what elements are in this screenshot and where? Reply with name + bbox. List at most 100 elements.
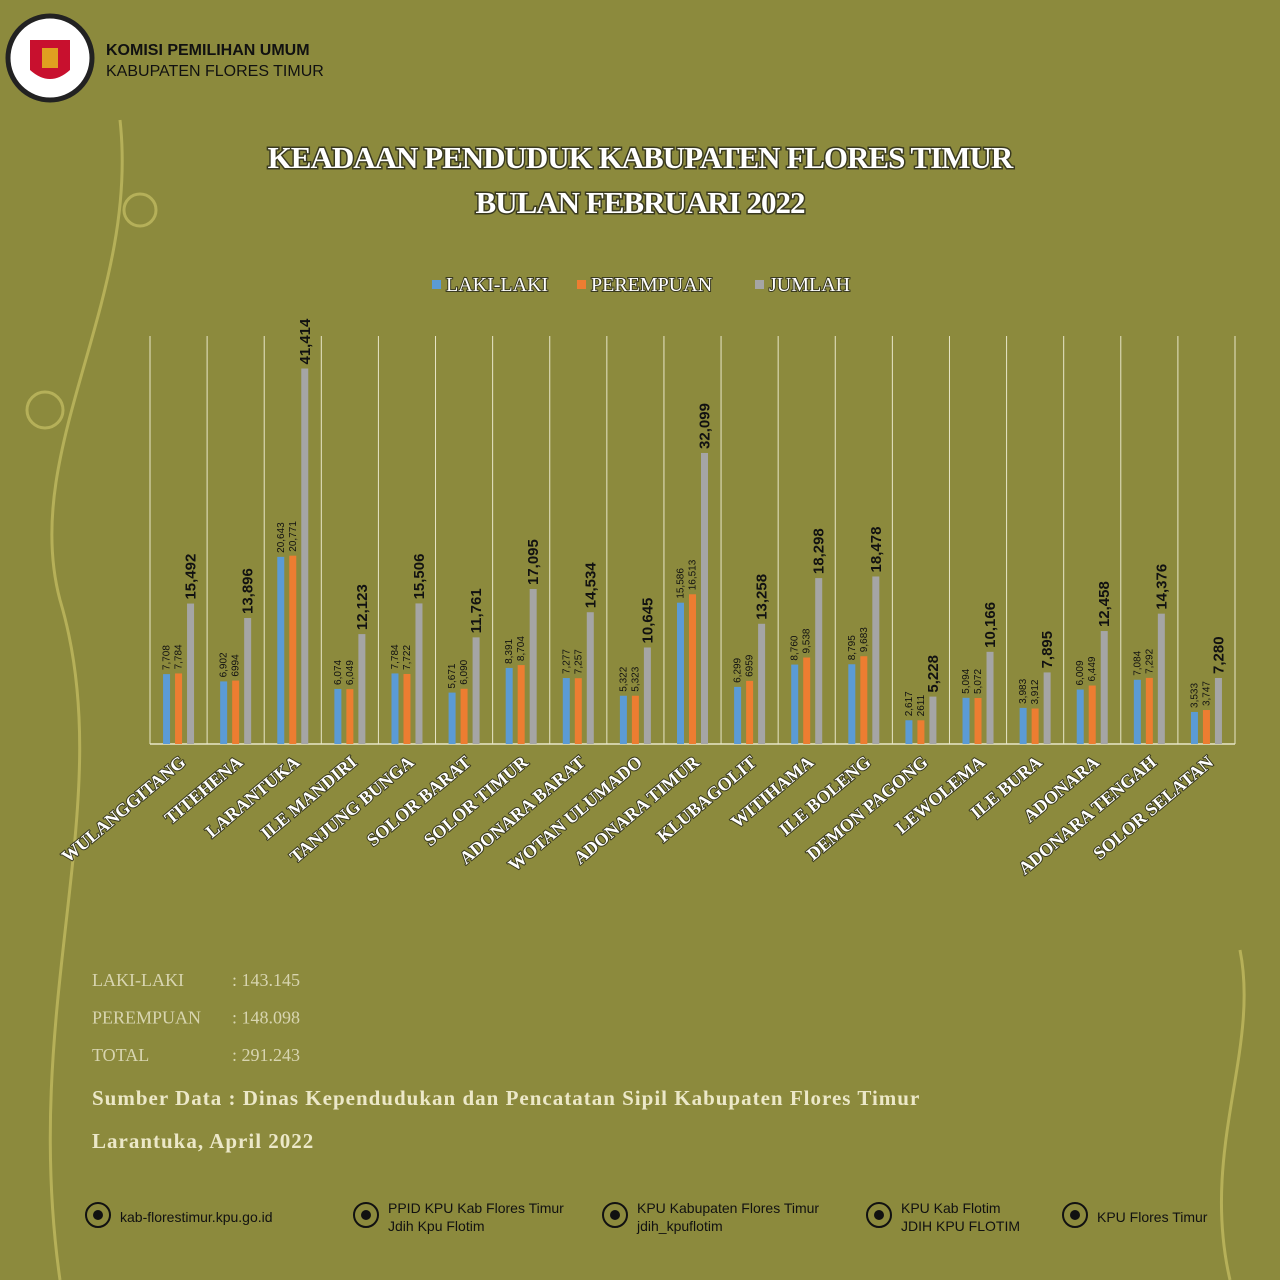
value-label: 6,074 — [333, 659, 344, 684]
bar — [301, 368, 309, 744]
chart-title: KEADAAN PENDUDUK KABUPATEN FLORES TIMUR — [268, 140, 1014, 175]
vine — [1219, 949, 1246, 1280]
value-label: 2611 — [916, 694, 927, 716]
chart-subtitle: BULAN FEBRUARI 2022 — [476, 185, 805, 220]
value-label: 7,257 — [573, 649, 584, 674]
bar — [643, 647, 651, 744]
bar — [1202, 710, 1210, 744]
bar — [1031, 708, 1039, 744]
bar — [986, 651, 994, 744]
bar — [1100, 631, 1108, 744]
bar — [791, 664, 799, 744]
legend-label: JUMLAH — [769, 274, 850, 296]
value-label: 15,492 — [183, 554, 200, 600]
value-label: 3,983 — [1018, 678, 1029, 703]
value-label: 3,533 — [1189, 683, 1200, 708]
value-label: 7,292 — [1144, 648, 1155, 673]
value-label: 6959 — [745, 654, 756, 677]
footer-icon — [85, 1202, 111, 1228]
footer-icon-dot — [874, 1210, 884, 1220]
footer-icon — [1062, 1202, 1088, 1228]
bar — [917, 720, 925, 744]
value-label: 6,009 — [1075, 660, 1086, 685]
value-label: 7,895 — [1039, 631, 1056, 669]
bar — [860, 656, 868, 744]
summary-label: TOTAL — [92, 1045, 149, 1065]
value-label: 8,704 — [516, 636, 527, 661]
footer-text: KPU Kab Flotim — [901, 1200, 1001, 1216]
bar — [1190, 711, 1198, 744]
footer-icon-dot — [1070, 1210, 1080, 1220]
bar — [974, 698, 982, 744]
value-label: 5,671 — [447, 663, 458, 688]
source: Sumber Data : Dinas Kependudukan dan Pen… — [92, 1086, 920, 1110]
value-label: 7,277 — [561, 649, 572, 674]
bar — [517, 665, 525, 744]
value-label: 6,049 — [345, 660, 356, 685]
summary-label: LAKI-LAKI — [92, 970, 184, 990]
footer-text: KPU Kabupaten Flores Timur — [637, 1200, 819, 1216]
bar — [562, 678, 570, 744]
value-label: 18,298 — [811, 528, 828, 574]
value-label: 7,280 — [1210, 636, 1227, 674]
value-label: 7,084 — [1132, 650, 1143, 675]
bar — [1019, 707, 1027, 744]
footer-icon — [353, 1202, 379, 1228]
value-label: 7,784 — [390, 644, 401, 669]
bar — [277, 556, 285, 744]
bar — [872, 576, 880, 744]
summary-value: : 143.145 — [232, 970, 300, 990]
bar — [746, 680, 754, 744]
legend-swatch — [755, 280, 764, 289]
footer-icon-dot — [93, 1210, 103, 1220]
bar — [358, 634, 366, 744]
footer-icon — [866, 1202, 892, 1228]
bar — [689, 594, 696, 744]
value-label: 14,376 — [1153, 564, 1170, 610]
bar — [244, 618, 252, 744]
value-label: 12,458 — [1096, 581, 1113, 627]
footer-icon — [602, 1202, 628, 1228]
value-label: 12,123 — [354, 584, 371, 630]
bar — [815, 578, 823, 744]
footer-icon-dot — [361, 1210, 371, 1220]
bar — [586, 612, 594, 744]
bar — [619, 695, 627, 744]
value-label: 5,094 — [961, 668, 972, 693]
bar — [403, 673, 411, 744]
value-label: 5,322 — [618, 666, 629, 691]
bar — [848, 664, 856, 744]
legend-swatch — [432, 280, 441, 289]
value-label: 3,747 — [1201, 681, 1212, 706]
legend-label: LAKI-LAKI — [446, 274, 548, 296]
value-label: 8,795 — [847, 635, 858, 660]
x-tick-label: SOLOR BARAT — [363, 752, 475, 850]
value-label: 13,896 — [240, 568, 257, 614]
value-label: 7,722 — [402, 645, 413, 670]
value-label: 3,912 — [1030, 679, 1041, 704]
value-label: 18,478 — [868, 527, 885, 573]
value-label: 15,506 — [411, 554, 428, 600]
value-label: 10,645 — [639, 598, 656, 644]
value-label: 8,391 — [504, 638, 515, 663]
bar — [734, 686, 742, 744]
value-label: 6994 — [231, 654, 242, 677]
value-label: 16,513 — [688, 559, 699, 590]
bar — [758, 623, 766, 744]
value-label: 6,090 — [459, 659, 470, 684]
footer-text: kab-florestimur.kpu.go.id — [120, 1209, 273, 1225]
bar — [334, 688, 342, 744]
footer-text: JDIH KPU FLOTIM — [901, 1218, 1020, 1234]
bar — [460, 688, 468, 744]
bar — [1214, 677, 1222, 744]
value-label: 14,534 — [582, 562, 599, 609]
legend-swatch — [577, 280, 586, 289]
footer-icon-dot — [610, 1210, 620, 1220]
bar — [187, 603, 195, 744]
value-label: 32,099 — [697, 403, 714, 449]
bar — [929, 696, 937, 744]
bar — [505, 667, 513, 744]
value-label: 9,538 — [802, 628, 813, 653]
bar — [346, 689, 354, 744]
